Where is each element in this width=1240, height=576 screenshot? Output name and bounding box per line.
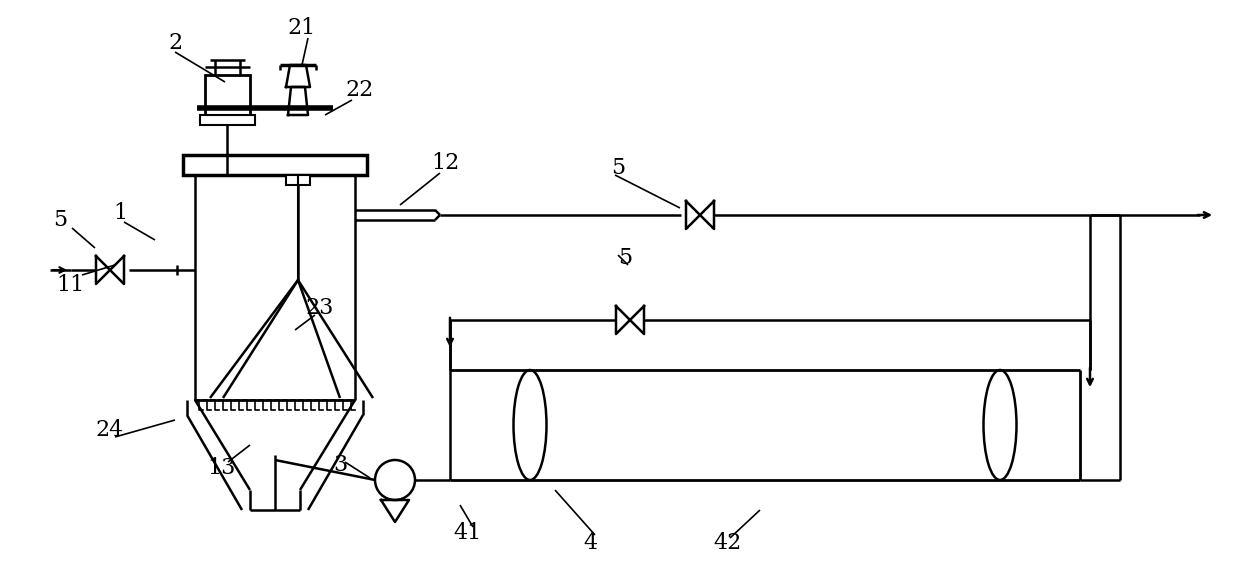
Text: 42: 42: [714, 532, 742, 554]
Text: 5: 5: [618, 247, 632, 269]
Bar: [205, 75, 250, 115]
Text: 5: 5: [53, 209, 67, 231]
Text: 2: 2: [167, 32, 182, 54]
Bar: [184, 155, 367, 175]
Text: 4: 4: [583, 532, 598, 554]
Text: 23: 23: [306, 297, 335, 319]
Text: 12: 12: [430, 152, 459, 174]
Text: 5: 5: [611, 157, 625, 179]
Text: 3: 3: [332, 454, 347, 476]
Text: 41: 41: [454, 522, 482, 544]
Text: 1: 1: [113, 202, 126, 224]
Bar: [200, 115, 255, 125]
Text: 22: 22: [346, 79, 374, 101]
Text: 24: 24: [95, 419, 124, 441]
Text: 13: 13: [208, 457, 236, 479]
Bar: [286, 175, 310, 185]
Text: 11: 11: [56, 274, 84, 296]
Text: 21: 21: [288, 17, 316, 39]
